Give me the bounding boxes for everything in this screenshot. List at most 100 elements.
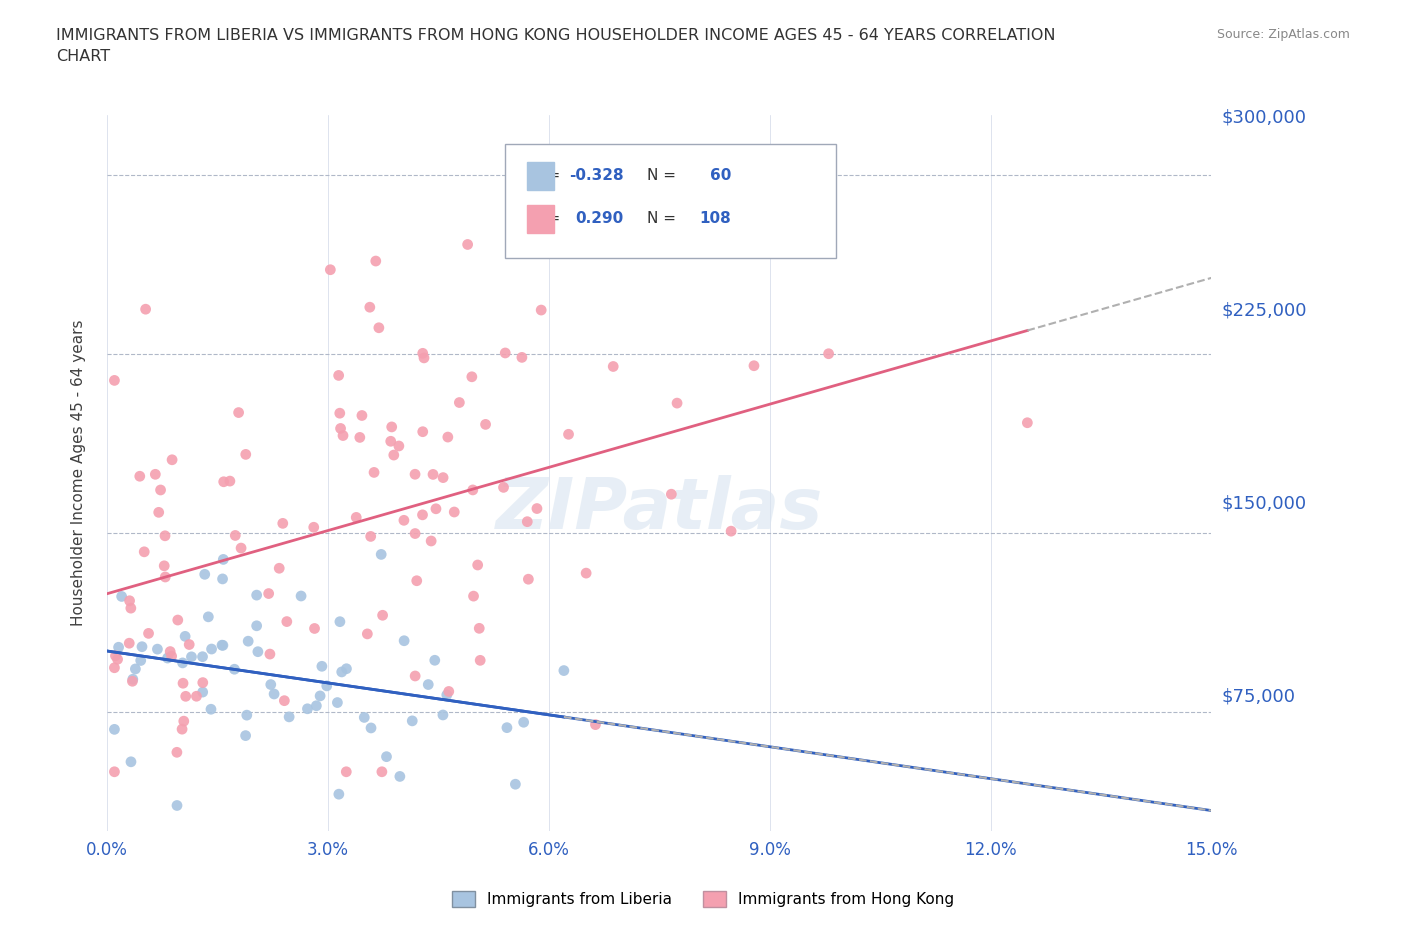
Point	[392, 512, 415, 527]
Point	[516, 514, 538, 529]
Point	[367, 320, 389, 335]
Point	[246, 588, 269, 603]
Point	[449, 395, 471, 410]
Point	[380, 433, 402, 448]
Point	[425, 501, 447, 516]
Point	[371, 764, 394, 779]
Point	[530, 302, 553, 317]
Text: Source: ZipAtlas.com: Source: ZipAtlas.com	[1216, 28, 1350, 41]
Point	[103, 373, 125, 388]
Point	[311, 658, 333, 673]
Point	[276, 614, 298, 629]
Point	[467, 558, 489, 573]
Point	[392, 633, 415, 648]
Point	[375, 750, 398, 764]
Point	[364, 254, 387, 269]
Y-axis label: Householder Income Ages 45 - 64 years: Householder Income Ages 45 - 64 years	[72, 320, 86, 627]
Point	[155, 569, 177, 584]
Point	[229, 540, 252, 555]
Point	[290, 589, 312, 604]
Point	[131, 639, 153, 654]
Point	[382, 447, 405, 462]
Point	[401, 713, 423, 728]
Point	[180, 649, 202, 664]
Point	[742, 358, 765, 373]
Point	[432, 708, 454, 723]
Point	[474, 417, 496, 432]
Point	[297, 701, 319, 716]
Point	[666, 395, 689, 410]
Point	[200, 642, 222, 657]
Point	[149, 483, 172, 498]
Point	[381, 419, 404, 434]
Point	[186, 689, 208, 704]
Point	[121, 671, 143, 686]
Point	[437, 684, 460, 699]
Point	[404, 467, 426, 482]
Point	[496, 720, 519, 735]
Point	[432, 471, 454, 485]
Point	[271, 516, 294, 531]
Point	[224, 528, 246, 543]
Point	[156, 651, 179, 666]
Point	[146, 642, 169, 657]
Point	[332, 428, 354, 443]
Point	[212, 552, 235, 567]
Point	[349, 430, 371, 445]
Point	[257, 586, 280, 601]
Point	[153, 528, 176, 543]
Point	[470, 653, 492, 668]
Point	[174, 629, 197, 644]
Text: R =: R =	[533, 211, 565, 226]
Point	[121, 674, 143, 689]
Point	[494, 346, 516, 361]
Point	[329, 421, 352, 436]
Point	[235, 447, 257, 462]
Point	[602, 359, 624, 374]
Point	[118, 593, 141, 608]
Point	[350, 408, 373, 423]
Point	[173, 713, 195, 728]
Point	[422, 467, 444, 482]
Point	[124, 661, 146, 676]
Point	[817, 346, 839, 361]
Point	[326, 695, 349, 710]
Point	[166, 613, 188, 628]
Point	[236, 708, 259, 723]
Point	[219, 473, 242, 488]
Point	[412, 424, 434, 439]
Point	[335, 764, 357, 779]
Point	[412, 508, 434, 523]
Point	[437, 430, 460, 445]
Point	[457, 237, 479, 252]
Point	[468, 621, 491, 636]
Point	[512, 715, 534, 730]
Text: 108: 108	[699, 211, 731, 226]
Point	[212, 638, 235, 653]
Point	[200, 702, 222, 717]
Point	[120, 601, 142, 616]
Point	[191, 684, 214, 699]
Point	[238, 633, 260, 648]
Legend: Immigrants from Liberia, Immigrants from Hong Kong: Immigrants from Liberia, Immigrants from…	[446, 884, 960, 913]
Point	[211, 638, 233, 653]
Point	[160, 649, 183, 664]
Point	[153, 558, 176, 573]
Point	[461, 483, 484, 498]
Point	[510, 350, 533, 365]
Point	[246, 618, 269, 633]
Point	[103, 660, 125, 675]
Point	[107, 652, 129, 667]
Point	[235, 728, 257, 743]
Point	[526, 501, 548, 516]
Point	[329, 614, 352, 629]
Point	[436, 687, 458, 702]
Point	[505, 777, 527, 791]
Text: IMMIGRANTS FROM LIBERIA VS IMMIGRANTS FROM HONG KONG HOUSEHOLDER INCOME AGES 45 : IMMIGRANTS FROM LIBERIA VS IMMIGRANTS FR…	[56, 28, 1056, 64]
Point	[413, 351, 436, 365]
Text: ZIPatlas: ZIPatlas	[495, 474, 823, 543]
Text: R =: R =	[533, 168, 565, 183]
Point	[461, 369, 484, 384]
Point	[557, 427, 579, 442]
Point	[103, 764, 125, 779]
